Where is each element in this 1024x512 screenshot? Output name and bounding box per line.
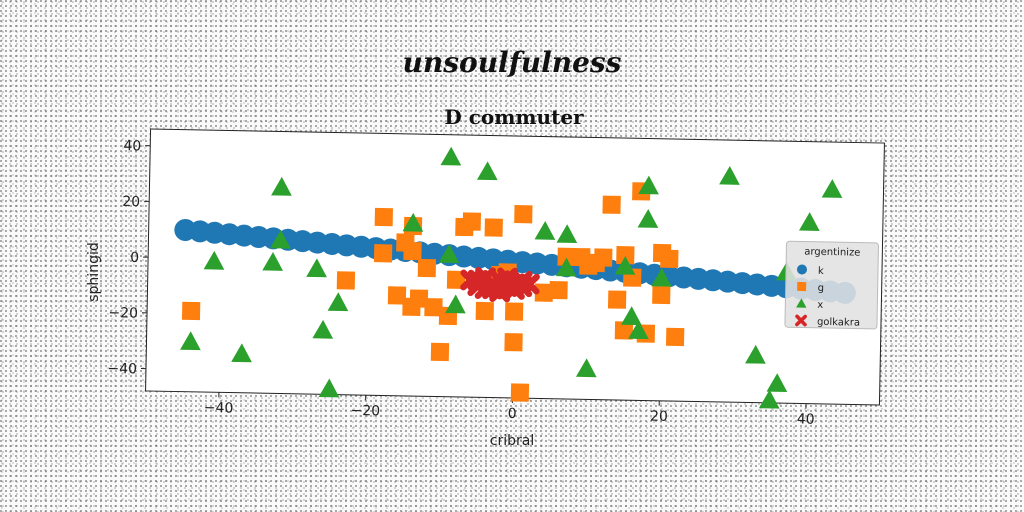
legend-title: argentinize bbox=[804, 247, 860, 259]
data-point-x bbox=[318, 378, 340, 398]
legend-marker-g bbox=[797, 281, 807, 292]
data-point-x bbox=[262, 252, 284, 271]
data-point-x bbox=[614, 255, 636, 275]
x-tick-label: 20 bbox=[650, 409, 668, 425]
data-point-g bbox=[181, 301, 201, 321]
y-tick-label: −20 bbox=[108, 305, 138, 322]
data-point-x bbox=[628, 320, 649, 340]
data-point-g bbox=[602, 195, 621, 214]
data-point-g bbox=[534, 283, 554, 302]
chart-title: D commuter bbox=[444, 105, 584, 129]
data-point-x bbox=[555, 257, 577, 277]
legend-marker-golkakra bbox=[795, 314, 807, 327]
y-tick-label: 0 bbox=[130, 250, 139, 266]
data-point-g bbox=[417, 258, 437, 278]
x-tick-label: 40 bbox=[797, 411, 815, 427]
data-point-x bbox=[327, 292, 349, 312]
data-point-x bbox=[271, 176, 292, 196]
data-point-x bbox=[231, 343, 252, 363]
legend: argentinize kgx golkakra bbox=[784, 240, 879, 330]
legend-label-x: x bbox=[817, 300, 823, 311]
data-point-g bbox=[424, 298, 443, 317]
data-point-g bbox=[409, 289, 429, 308]
data-point-x bbox=[445, 294, 466, 314]
y-tick-label: 20 bbox=[122, 194, 140, 210]
legend-marker-x bbox=[796, 298, 807, 308]
data-point-x bbox=[719, 165, 740, 185]
data-point-x bbox=[438, 244, 460, 264]
data-point-x bbox=[534, 220, 556, 240]
data-point-x bbox=[651, 267, 672, 287]
data-point-x bbox=[621, 306, 642, 326]
data-point-g bbox=[446, 270, 466, 289]
data-point-g bbox=[616, 246, 635, 265]
data-point-g bbox=[430, 342, 450, 362]
data-point-g bbox=[614, 321, 634, 340]
legend-label-golkakra: golkakra bbox=[817, 317, 860, 329]
plot-area: −40 −20 0 20 40 −40 −20 0 20 40 bbox=[107, 128, 885, 428]
data-point-g bbox=[549, 280, 568, 300]
data-point-g bbox=[607, 290, 627, 309]
data-point-x bbox=[575, 358, 597, 378]
data-point-g bbox=[557, 247, 576, 267]
y-axis-label: sphingid bbox=[86, 242, 102, 301]
data-point-g bbox=[373, 244, 393, 263]
data-point-g bbox=[462, 212, 481, 231]
data-point-x bbox=[637, 209, 659, 228]
data-point-g bbox=[652, 285, 671, 305]
data-point-x bbox=[638, 175, 659, 195]
data-point-x bbox=[180, 331, 201, 351]
x-tick-label: 0 bbox=[508, 406, 517, 422]
data-point-x bbox=[821, 179, 843, 198]
data-point-x bbox=[476, 161, 498, 181]
data-point-g bbox=[475, 301, 494, 321]
series-golkakra bbox=[460, 267, 540, 303]
data-point-g bbox=[660, 249, 679, 268]
data-point-x bbox=[745, 344, 766, 364]
x-tick-label: −40 bbox=[204, 400, 234, 417]
data-point-g bbox=[504, 333, 523, 352]
y-tick-label: 40 bbox=[123, 138, 141, 154]
data-point-x bbox=[799, 212, 820, 231]
data-point-g bbox=[665, 327, 685, 347]
data-point-g bbox=[403, 241, 422, 261]
data-point-g bbox=[510, 383, 530, 402]
data-point-golkakra bbox=[489, 281, 511, 303]
data-point-x bbox=[556, 224, 578, 244]
data-point-g bbox=[514, 205, 533, 224]
data-point-g bbox=[594, 248, 613, 267]
data-point-x bbox=[766, 373, 788, 393]
legend-label-g: g bbox=[818, 283, 825, 294]
data-point-g bbox=[484, 218, 503, 237]
y-tick-label: −40 bbox=[107, 361, 137, 378]
data-point-g bbox=[387, 286, 407, 305]
data-point-g bbox=[336, 271, 356, 290]
data-point-golkakra bbox=[518, 273, 540, 295]
data-point-x bbox=[758, 389, 780, 409]
legend-box bbox=[784, 240, 879, 330]
data-point-g bbox=[374, 207, 393, 227]
legend-label-k: k bbox=[818, 266, 824, 277]
chart-suptitle: unsoulfulness bbox=[403, 46, 622, 79]
x-axis-label: cribral bbox=[490, 433, 534, 449]
data-point-golkakra bbox=[467, 269, 489, 291]
data-point-x bbox=[312, 319, 334, 339]
data-point-x bbox=[203, 250, 225, 270]
legend-marker-k bbox=[797, 264, 808, 275]
x-tick-label: −20 bbox=[350, 403, 380, 420]
data-point-x bbox=[270, 229, 291, 249]
data-point-x bbox=[440, 146, 462, 166]
data-point-g bbox=[504, 302, 524, 321]
data-point-x bbox=[306, 258, 327, 278]
data-point-x bbox=[402, 212, 424, 232]
